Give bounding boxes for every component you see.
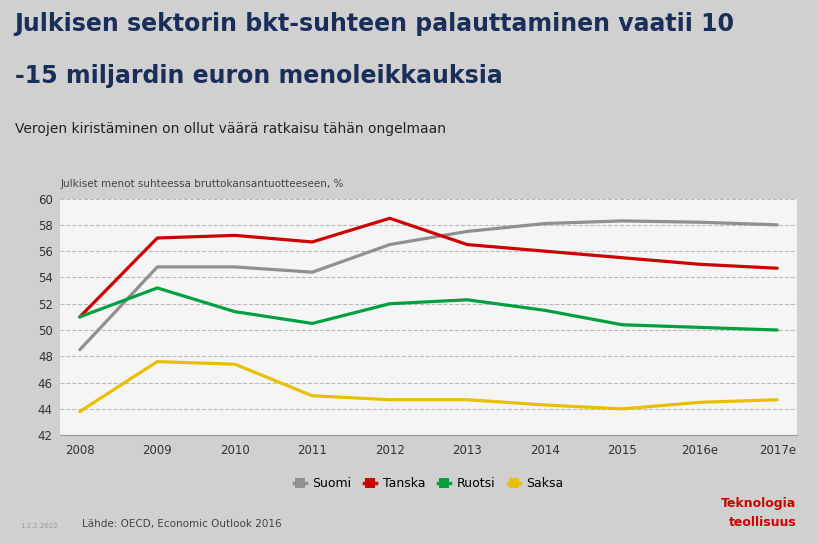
Text: Julkiset menot suhteessa bruttokansantuotteeseen, %: Julkiset menot suhteessa bruttokansantuo… [60, 179, 344, 189]
Text: Julkisen sektorin bkt-suhteen palauttaminen vaatii 10: Julkisen sektorin bkt-suhteen palauttami… [15, 12, 734, 36]
Legend: Suomi, Tanska, Ruotsi, Saksa: Suomi, Tanska, Ruotsi, Saksa [288, 472, 569, 495]
Text: 1.2.2.2022: 1.2.2.2022 [20, 523, 58, 529]
Text: Teknologia: Teknologia [721, 497, 797, 510]
Text: Lähde: OECD, Economic Outlook 2016: Lähde: OECD, Economic Outlook 2016 [82, 519, 281, 529]
Text: -15 miljardin euron menoleikkauksia: -15 miljardin euron menoleikkauksia [15, 64, 502, 88]
Text: Verojen kiristäminen on ollut väärä ratkaisu tähän ongelmaan: Verojen kiristäminen on ollut väärä ratk… [15, 122, 446, 136]
Text: teollisuus: teollisuus [729, 516, 797, 529]
